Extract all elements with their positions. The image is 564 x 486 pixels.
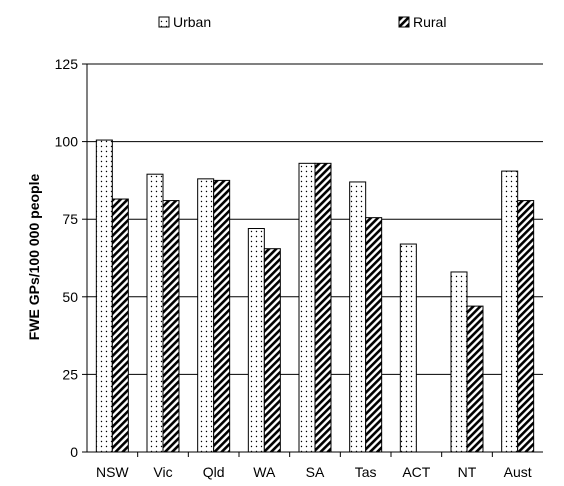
- y-tick-label: 50: [62, 289, 78, 305]
- x-tick-label: Tas: [355, 464, 377, 480]
- y-axis-title: FWE GPs/100 000 people: [26, 174, 42, 341]
- y-tick-labels: 0 25 50 75 100 125: [55, 56, 79, 460]
- y-tick-label: 100: [55, 134, 79, 150]
- bar-rural-qld: [213, 179, 231, 453]
- legend-item-rural: Rural: [398, 14, 446, 30]
- x-tick-labels: NSW Vic Qld WA SA Tas ACT NT Aust: [96, 464, 532, 480]
- bar-urban-nsw: [95, 139, 113, 453]
- x-tick-label: ACT: [402, 464, 430, 480]
- bar-urban-tas: [349, 181, 367, 453]
- legend-label-rural: Rural: [413, 14, 446, 30]
- x-tick-label: WA: [253, 464, 276, 480]
- bar-urban-aust: [501, 170, 519, 453]
- bar-rural-nsw: [111, 198, 129, 453]
- legend: Urban Rural: [158, 14, 446, 30]
- bar-urban-sa: [298, 162, 316, 453]
- legend-item-urban: Urban: [158, 14, 211, 30]
- y-tick-label: 25: [62, 366, 78, 382]
- bar-rural-tas: [365, 217, 383, 453]
- bar-rural-wa: [263, 248, 281, 453]
- bars: [95, 139, 535, 453]
- legend-swatch-urban: [158, 16, 170, 28]
- y-tick-label: 125: [55, 56, 79, 72]
- axes: [82, 63, 543, 457]
- x-tick-label: SA: [306, 464, 325, 480]
- legend-swatch-rural: [398, 16, 410, 28]
- y-tick-label: 75: [62, 211, 78, 227]
- bar-rural-nt: [466, 305, 484, 453]
- bar-rural-vic: [162, 200, 180, 453]
- bar-urban-qld: [197, 178, 215, 453]
- bar-rural-aust: [517, 200, 535, 453]
- x-tick-label: Vic: [153, 464, 172, 480]
- legend-label-urban: Urban: [173, 14, 211, 30]
- x-tick-label: Qld: [203, 464, 225, 480]
- bar-urban-nt: [450, 271, 468, 453]
- y-tick-label: 0: [70, 444, 78, 460]
- bar-urban-vic: [146, 173, 164, 453]
- x-tick-label: Aust: [504, 464, 532, 480]
- bar-rural-sa: [314, 162, 332, 453]
- bar-urban-act: [399, 243, 417, 453]
- x-tick-label: NSW: [96, 464, 129, 480]
- x-tick-label: NT: [458, 464, 477, 480]
- bar-urban-wa: [247, 228, 265, 453]
